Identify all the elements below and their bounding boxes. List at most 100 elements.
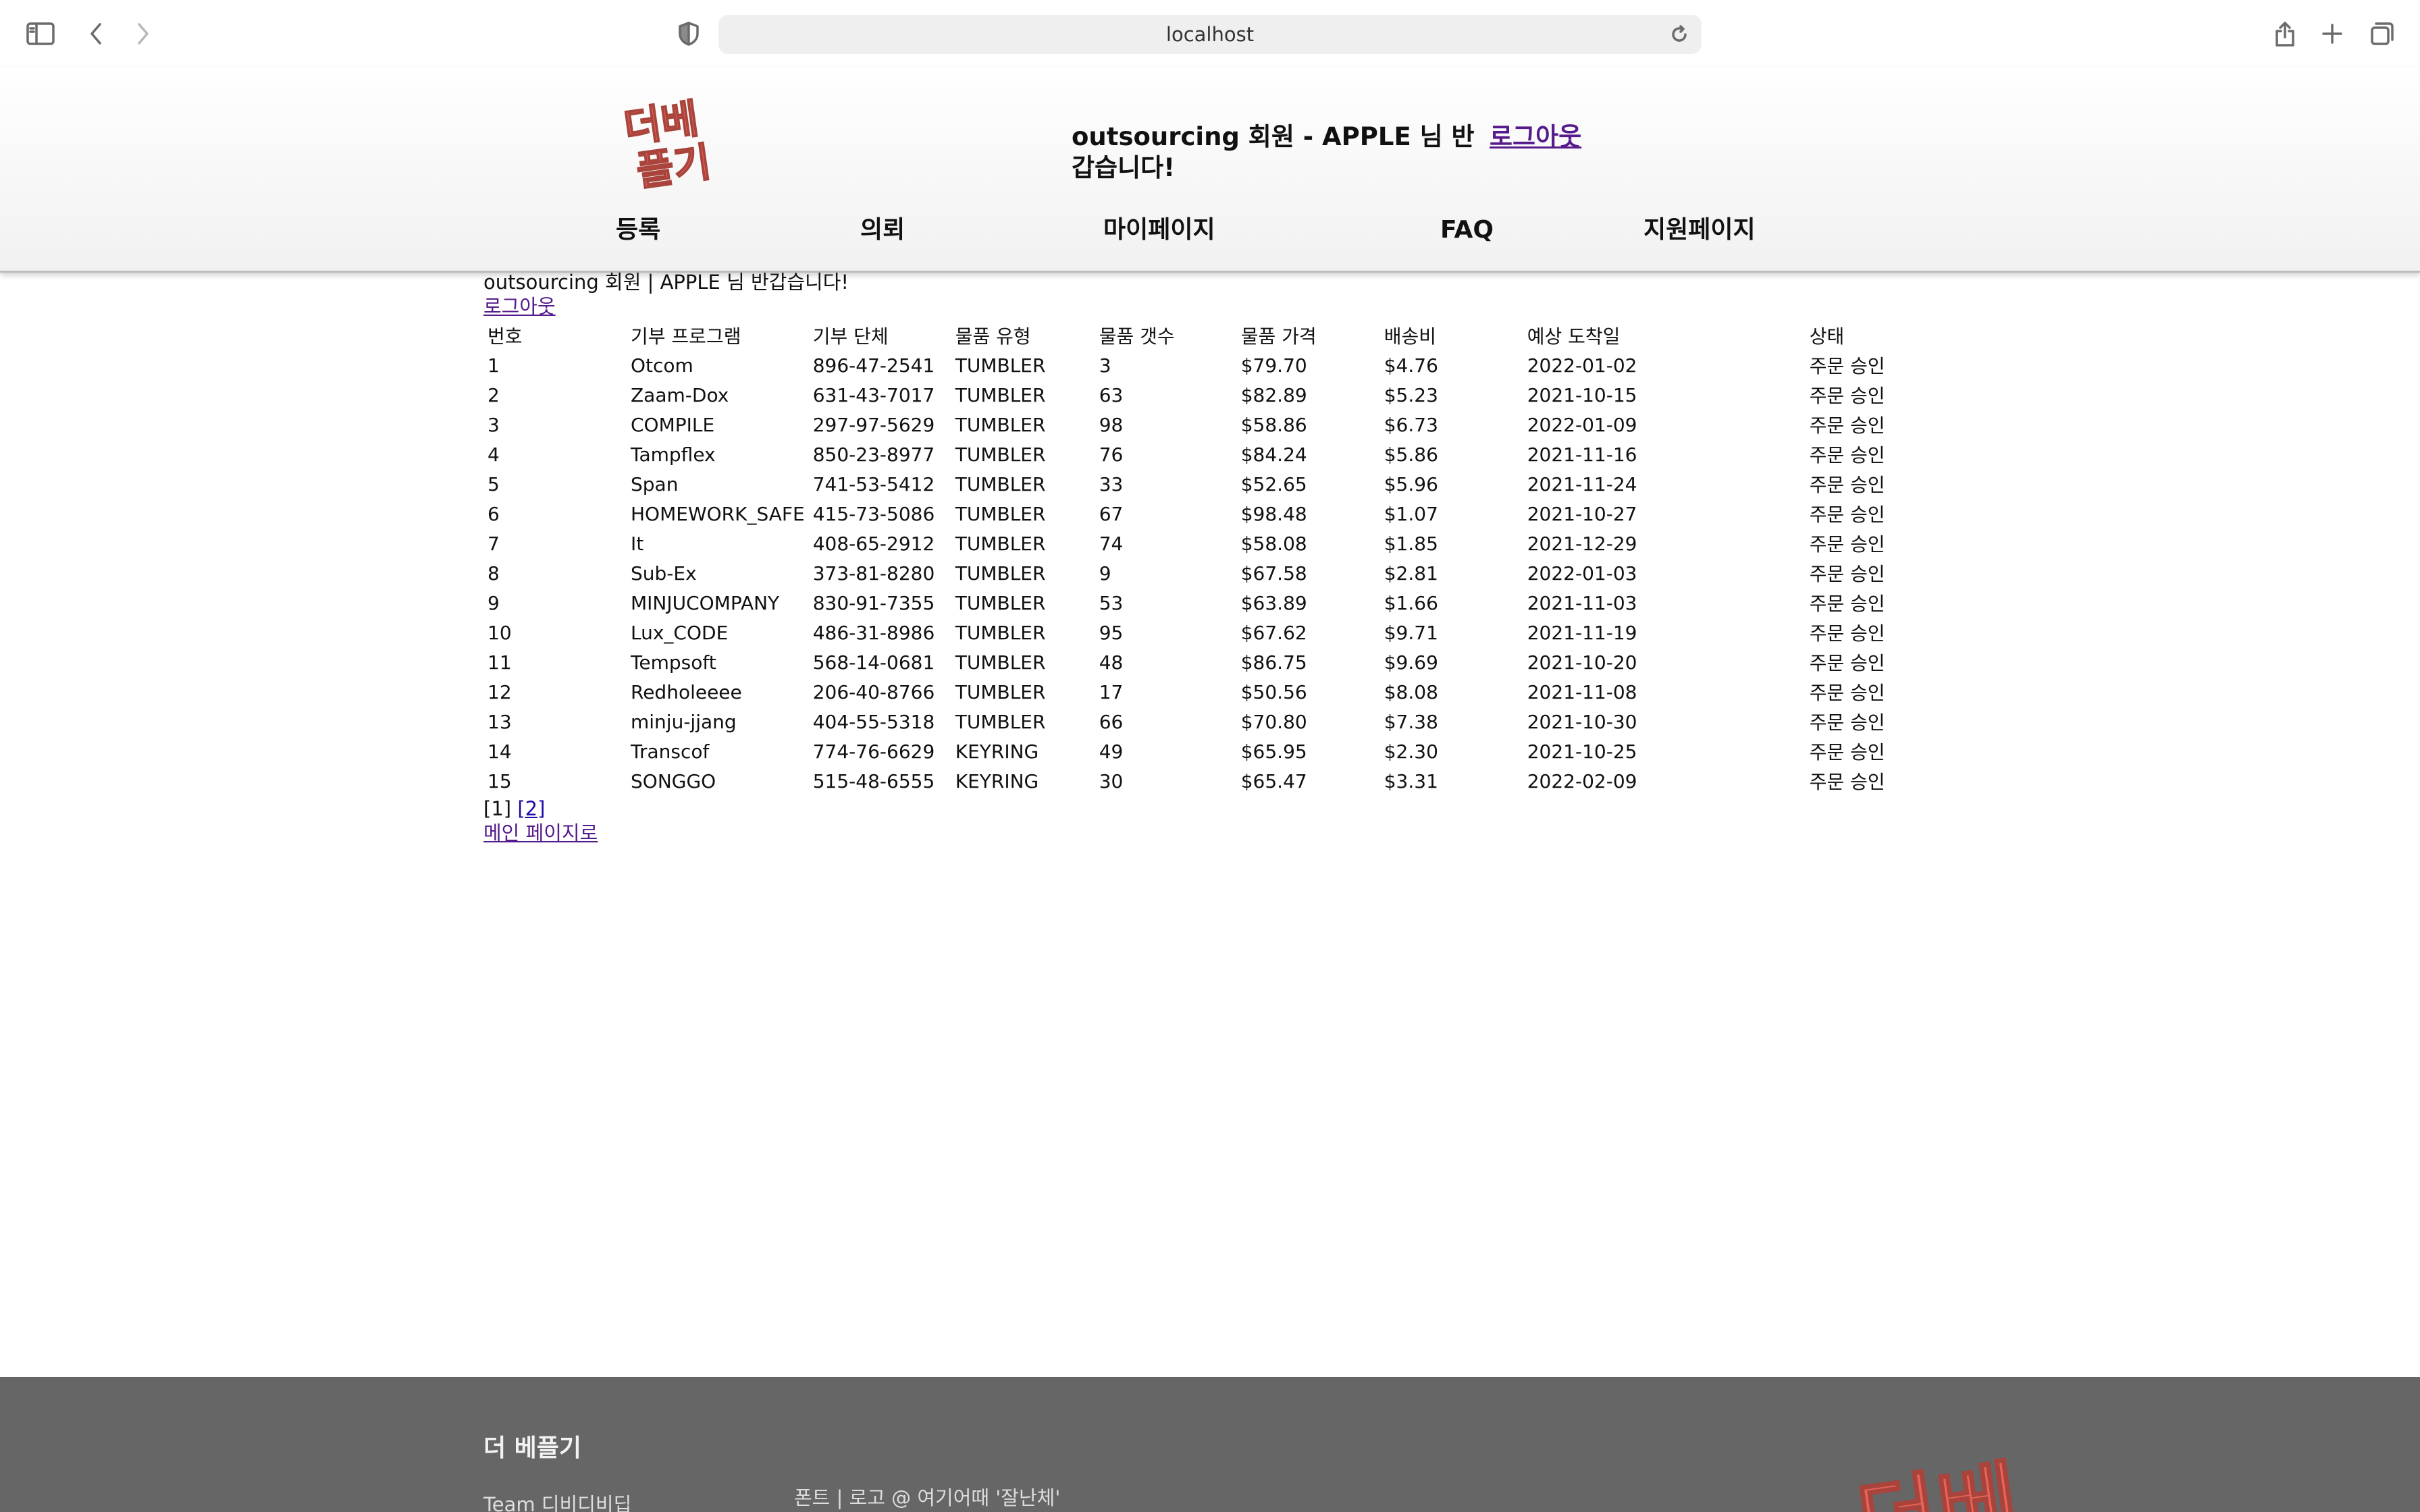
table-cell: 주문 승인: [1809, 771, 1885, 793]
back-arrow-icon[interactable]: [77, 15, 115, 53]
site-footer: 더 베플기 Team 디비디비딥 폰트 | 로고 @ 여기어때 '잘난체' 더베: [0, 1377, 2420, 1512]
table-cell: $58.08: [1240, 532, 1307, 555]
nav-mypage[interactable]: 마이페이지: [1103, 216, 1215, 244]
column-header: 물품 유형: [955, 325, 1031, 348]
table-cell: TUMBLER: [955, 473, 1046, 495]
table-cell: 49: [1099, 740, 1124, 763]
column-header: 번호: [488, 325, 523, 348]
nav-request[interactable]: 의뢰: [860, 216, 905, 244]
nav-faq[interactable]: FAQ: [1440, 216, 1494, 244]
privacy-shield-icon[interactable]: [670, 15, 708, 53]
table-cell: 주문 승인: [1809, 414, 1885, 437]
table-cell: 2021-10-25: [1527, 740, 1637, 763]
table-cell: 98: [1099, 413, 1124, 436]
table-cell: 주문 승인: [1809, 563, 1885, 585]
table-cell: 1: [488, 354, 500, 377]
table-cell: HOMEWORK_SAFE: [631, 502, 805, 525]
table-cell: $84.24: [1240, 443, 1307, 466]
header-greeting: outsourcing 회원 - APPLE 님 반갑습니다!: [1072, 122, 1475, 182]
nav-register[interactable]: 등록: [616, 216, 661, 244]
table-cell: 2022-01-02: [1527, 354, 1637, 377]
table-cell: 2021-11-24: [1527, 473, 1637, 495]
table-cell: 515-48-6555: [812, 770, 935, 792]
header-logout-link[interactable]: 로그아웃: [1490, 122, 1582, 151]
main-page-link[interactable]: 메인 페이지로: [483, 821, 598, 844]
table-cell: $6.73: [1384, 413, 1438, 436]
table-cell: 48: [1099, 651, 1124, 674]
table-cell: 568-14-0681: [812, 651, 935, 674]
share-icon[interactable]: [2266, 15, 2304, 53]
table-cell: $58.86: [1240, 413, 1307, 436]
table-cell: 주문 승인: [1809, 474, 1885, 496]
table-cell: 15: [488, 770, 512, 792]
pagination: [1] [2]: [483, 796, 545, 821]
table-cell: 2021-12-29: [1527, 532, 1637, 555]
table-cell: 2022-01-03: [1527, 562, 1637, 585]
table-cell: 2: [488, 383, 500, 406]
column-header: 상태: [1809, 325, 1845, 348]
table-cell: 33: [1099, 473, 1124, 495]
footer-font-credit: 폰트 | 로고 @ 여기어때 '잘난체': [794, 1486, 1061, 1509]
table-cell: SONGGO: [631, 770, 716, 792]
url-text: localhost: [1165, 23, 1255, 46]
forward-arrow-icon[interactable]: [124, 15, 162, 53]
table-row: 11 Tempsoft 568-14-0681 TUMBLER 48 $86.75 $9.6…: [483, 647, 1941, 677]
footer-title: 더 베플기: [483, 1434, 582, 1462]
table-cell: 774-76-6629: [812, 740, 935, 763]
table-cell: 2021-10-27: [1527, 502, 1637, 525]
table-cell: $70.80: [1240, 710, 1307, 733]
table-cell: MINJUCOMPANY: [631, 591, 780, 614]
table-cell: 2022-01-09: [1527, 413, 1637, 436]
table-row: 13 minju-jjang 404-55-5318 TUMBLER 66 $70.80 $…: [483, 707, 1941, 736]
table-cell: $2.81: [1384, 562, 1438, 585]
table-cell: 2022-02-09: [1527, 770, 1637, 792]
table-cell: 주문 승인: [1809, 741, 1885, 763]
table-cell: 408-65-2912: [812, 532, 935, 555]
table-cell: 2021-11-08: [1527, 680, 1637, 703]
table-cell: 63: [1099, 383, 1124, 406]
table-cell: 850-23-8977: [812, 443, 935, 466]
table-row: 12 Redholeeee 206-40-8766 TUMBLER 17 $50.56 $8…: [483, 677, 1941, 707]
table-cell: $1.66: [1384, 591, 1438, 614]
table-cell: 2021-11-03: [1527, 591, 1637, 614]
reload-icon[interactable]: [1669, 24, 1689, 49]
table-cell: 12: [488, 680, 512, 703]
table-header-row: 번호 기부 프로그램 기부 단체 물품 유형 물품 갯수 물품 가격 배송비 예…: [483, 321, 1941, 350]
table-cell: $3.31: [1384, 770, 1438, 792]
table-cell: 주문 승인: [1809, 652, 1885, 674]
page-current: [1]: [483, 797, 512, 820]
orders-table: 번호 기부 프로그램 기부 단체 물품 유형 물품 갯수 물품 가격 배송비 예…: [483, 321, 1941, 796]
nav-support[interactable]: 지원페이지: [1643, 216, 1756, 244]
table-cell: 2021-10-20: [1527, 651, 1637, 674]
table-cell: Sub-Ex: [631, 562, 697, 585]
table-cell: Lux_CODE: [631, 621, 729, 644]
table-cell: $1.85: [1384, 532, 1438, 555]
tab-overview-icon[interactable]: [2363, 15, 2401, 53]
table-cell: TUMBLER: [955, 413, 1046, 436]
table-row: 10 Lux_CODE 486-31-8986 TUMBLER 95 $67.62 $9.7…: [483, 618, 1941, 647]
page-link-2[interactable]: [2]: [517, 797, 546, 820]
table-cell: 9: [488, 591, 500, 614]
table-cell: Redholeeee: [631, 680, 742, 703]
table-cell: TUMBLER: [955, 383, 1046, 406]
table-cell: $63.89: [1240, 591, 1307, 614]
table-cell: 주문 승인: [1809, 593, 1885, 615]
table-cell: 53: [1099, 591, 1124, 614]
table-row: 2 Zaam-Dox 631-43-7017 TUMBLER 63 $82.89 $5.23…: [483, 380, 1941, 410]
logout-link[interactable]: 로그아웃: [483, 295, 556, 318]
table-cell: $9.71: [1384, 621, 1438, 644]
table-cell: $9.69: [1384, 651, 1438, 674]
table-cell: 주문 승인: [1809, 711, 1885, 734]
site-logo[interactable]: 더베 플기: [621, 94, 722, 196]
table-cell: 896-47-2541: [812, 354, 935, 377]
table-cell: 8: [488, 562, 500, 585]
table-cell: 297-97-5629: [812, 413, 935, 436]
new-tab-plus-icon[interactable]: [2313, 15, 2351, 53]
table-cell: Tampflex: [631, 443, 716, 466]
table-cell: 10: [488, 621, 512, 644]
table-cell: 2021-10-15: [1527, 383, 1637, 406]
table-cell: $65.95: [1240, 740, 1307, 763]
address-bar[interactable]: localhost: [718, 15, 1702, 54]
table-cell: 741-53-5412: [812, 473, 935, 495]
sidebar-toggle-icon[interactable]: [22, 15, 59, 53]
